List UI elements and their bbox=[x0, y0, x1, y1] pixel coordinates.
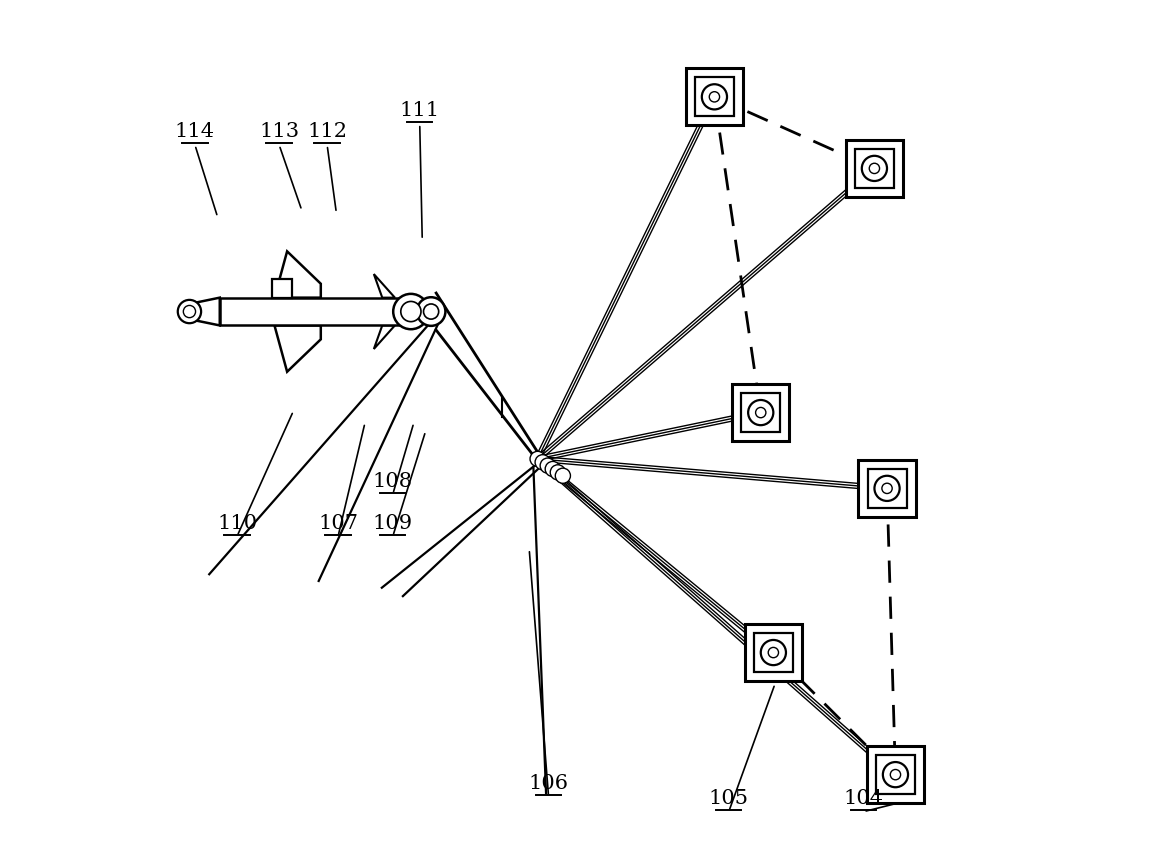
Polygon shape bbox=[274, 251, 321, 298]
Bar bbox=[220, 297, 401, 325]
Text: 107: 107 bbox=[318, 514, 358, 533]
Circle shape bbox=[891, 770, 900, 780]
Circle shape bbox=[550, 465, 565, 480]
Circle shape bbox=[535, 455, 550, 470]
Text: 106: 106 bbox=[528, 774, 569, 793]
Circle shape bbox=[546, 461, 561, 477]
Polygon shape bbox=[374, 274, 395, 298]
Text: 113: 113 bbox=[259, 122, 299, 141]
Circle shape bbox=[755, 408, 765, 418]
Circle shape bbox=[177, 300, 201, 323]
Text: 105: 105 bbox=[709, 789, 749, 808]
Text: 108: 108 bbox=[373, 472, 413, 491]
Circle shape bbox=[882, 483, 892, 493]
Bar bbox=[855, 149, 894, 188]
Circle shape bbox=[875, 476, 900, 501]
Bar bbox=[868, 469, 907, 508]
Text: 104: 104 bbox=[844, 789, 884, 808]
Bar bbox=[754, 633, 793, 672]
Bar bbox=[272, 280, 292, 298]
Circle shape bbox=[702, 84, 727, 109]
Circle shape bbox=[529, 451, 546, 466]
Bar bbox=[867, 746, 924, 803]
Circle shape bbox=[761, 640, 786, 665]
Circle shape bbox=[862, 156, 887, 181]
Text: 109: 109 bbox=[373, 514, 413, 533]
Bar bbox=[745, 624, 802, 681]
Text: 114: 114 bbox=[175, 122, 215, 141]
Circle shape bbox=[709, 92, 719, 102]
Text: 112: 112 bbox=[307, 122, 348, 141]
Circle shape bbox=[555, 468, 571, 483]
Circle shape bbox=[540, 458, 555, 473]
Circle shape bbox=[183, 306, 196, 317]
Circle shape bbox=[869, 163, 879, 173]
Circle shape bbox=[401, 301, 421, 322]
Polygon shape bbox=[193, 298, 220, 325]
Text: 111: 111 bbox=[399, 101, 440, 120]
Circle shape bbox=[768, 647, 778, 658]
Bar bbox=[686, 68, 744, 125]
Bar bbox=[695, 77, 734, 116]
Bar bbox=[876, 755, 915, 794]
Bar bbox=[741, 393, 780, 432]
Circle shape bbox=[424, 304, 439, 319]
Bar bbox=[859, 460, 916, 517]
Circle shape bbox=[748, 400, 773, 425]
Bar bbox=[846, 140, 904, 197]
Polygon shape bbox=[274, 325, 321, 372]
Circle shape bbox=[883, 762, 908, 787]
Circle shape bbox=[417, 297, 445, 326]
Text: 110: 110 bbox=[216, 514, 257, 533]
Circle shape bbox=[394, 294, 428, 329]
Polygon shape bbox=[374, 325, 395, 349]
Bar bbox=[732, 384, 790, 441]
